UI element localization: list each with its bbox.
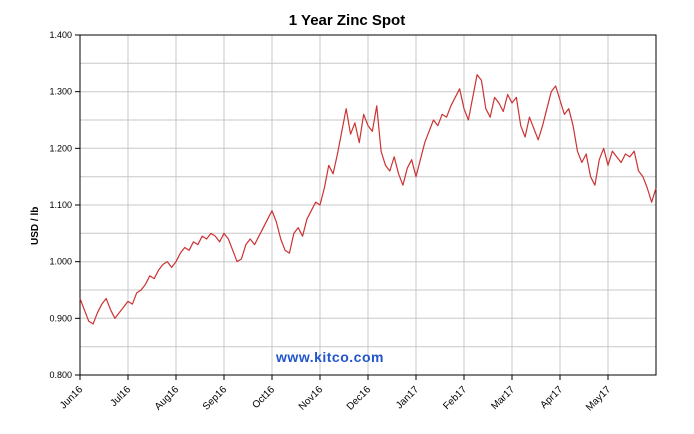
y-tick-label: 1.300 [49,87,72,97]
x-tick-label: Mar17 [489,384,517,412]
x-tick-label: Dec16 [345,384,374,413]
y-tick-label: 1.400 [49,30,72,40]
x-tick-label: Feb17 [441,384,469,412]
x-tick-label: Nov16 [297,384,326,413]
y-tick-label: 1.100 [49,200,72,210]
x-tick-label: Jul16 [108,384,133,409]
x-tick-label: Aug16 [153,384,182,413]
x-tick-label: Apr17 [538,384,565,411]
x-tick-label: Sep16 [201,384,230,413]
x-tick-label: Jan17 [394,384,421,411]
y-tick-label: 0.800 [49,370,72,380]
x-tick-label: Oct16 [250,384,277,411]
y-tick-label: 1.000 [49,257,72,267]
kitco-watermark-link[interactable]: www.kitco.com [276,349,384,365]
y-tick-label: 1.200 [49,143,72,153]
y-tick-label: 0.900 [49,313,72,323]
chart-title: 1 Year Zinc Spot [288,12,406,29]
x-tick-label: Jun16 [58,384,85,411]
price-line [79,74,657,325]
x-tick-label: May17 [584,384,613,413]
